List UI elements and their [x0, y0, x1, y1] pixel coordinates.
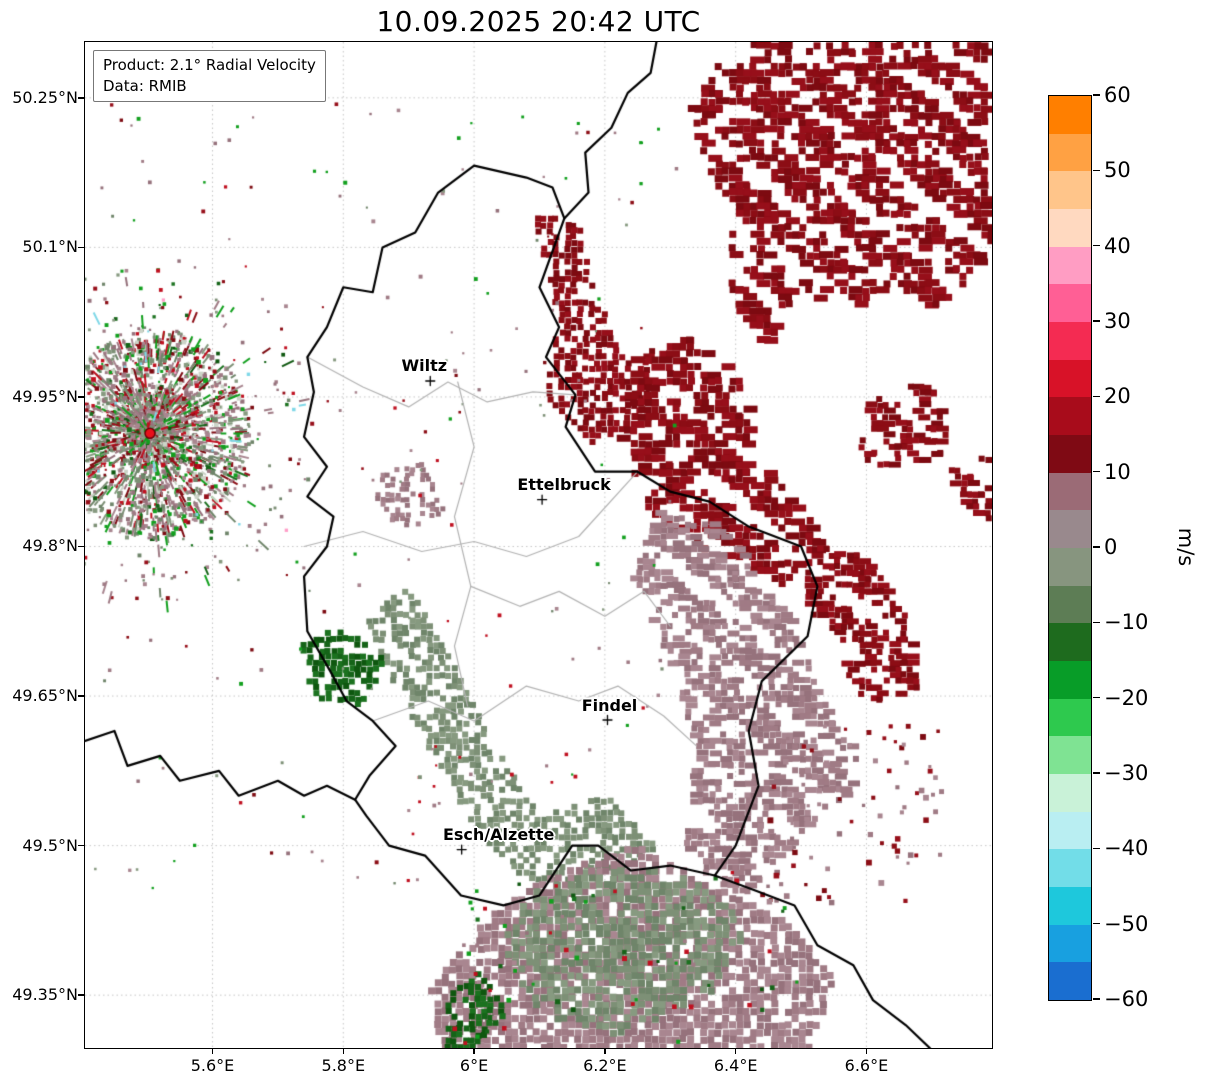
colorbar-tick-label: 10 — [1104, 459, 1131, 484]
colorbar-band — [1049, 322, 1091, 360]
colorbar-band — [1049, 284, 1091, 323]
colorbar-band — [1049, 171, 1091, 210]
colorbar-tick-label: 60 — [1104, 83, 1131, 107]
colorbar-tick-mark — [1093, 94, 1100, 96]
x-tick-label: 6.6°E — [844, 1056, 889, 1075]
colorbar-band — [1049, 435, 1091, 473]
y-tick-label: 49.65°N — [12, 686, 78, 706]
colorbar-unit-label: m/s — [1174, 527, 1198, 567]
colorbar-tick-mark — [1093, 772, 1100, 774]
colorbar-tick-mark — [1093, 922, 1100, 925]
colorbar-tick-label: −50 — [1104, 911, 1149, 936]
y-tick-label: 49.95°N — [12, 386, 78, 406]
radar-map-canvas — [85, 42, 992, 1048]
colorbar-band — [1049, 774, 1091, 812]
colorbar-tick-label: −30 — [1104, 761, 1149, 785]
x-tick-mark — [473, 1048, 475, 1054]
colorbar-tick-mark — [1093, 244, 1100, 247]
x-tick-label: 6°E — [459, 1056, 489, 1075]
y-tick-label: 49.5°N — [22, 835, 78, 855]
y-tick-mark — [78, 396, 84, 398]
colorbar-band — [1049, 246, 1091, 285]
y-tick-mark — [78, 695, 84, 697]
city-label: Wiltz — [401, 355, 448, 375]
y-tick-mark — [78, 844, 84, 847]
colorbar-tick-label: 20 — [1104, 384, 1131, 409]
x-tick-label: 6.2°E — [583, 1056, 627, 1075]
colorbar-band — [1049, 548, 1091, 586]
colorbar-tick-label: 50 — [1104, 158, 1131, 183]
y-tick-mark — [78, 994, 84, 996]
y-tick-mark — [78, 545, 84, 548]
x-tick-label: 5.6°E — [190, 1056, 235, 1075]
colorbar-band — [1049, 661, 1091, 699]
y-tick-label: 50.25°N — [12, 87, 78, 107]
colorbar-tick-label: −60 — [1104, 987, 1149, 1011]
colorbar-tick-mark — [1093, 847, 1100, 850]
colorbar-band — [1049, 962, 1091, 1001]
x-tick-label: 6.4°E — [713, 1056, 758, 1075]
map-plot: Product: 2.1° Radial Velocity Data: RMIB… — [84, 41, 993, 1049]
x-tick-mark — [865, 1048, 868, 1054]
colorbar-band — [1049, 887, 1091, 925]
x-tick-mark — [734, 1048, 737, 1054]
colorbar-band — [1049, 209, 1091, 247]
colorbar-tick-mark — [1093, 696, 1100, 699]
colorbar-tick-label: 0 — [1104, 535, 1118, 559]
y-tick-mark — [78, 246, 84, 249]
y-tick-label: 50.1°N — [22, 237, 78, 257]
y-tick-label: 49.8°N — [22, 536, 78, 556]
colorbar-tick-mark — [1093, 546, 1100, 548]
colorbar-tick-mark — [1093, 395, 1100, 398]
colorbar — [1048, 95, 1092, 1001]
colorbar-band — [1049, 397, 1091, 436]
city-label: Esch/Alzette — [442, 824, 555, 844]
x-tick-mark — [604, 1048, 606, 1054]
colorbar-tick-mark — [1093, 320, 1100, 322]
colorbar-band — [1049, 623, 1091, 662]
figure-title: 10.09.2025 20:42 UTC — [376, 5, 701, 38]
colorbar-band — [1049, 472, 1091, 511]
y-tick-mark — [78, 97, 84, 99]
colorbar-band — [1049, 96, 1091, 134]
colorbar-tick-mark — [1093, 998, 1100, 1000]
colorbar-band — [1049, 510, 1091, 549]
colorbar-tick-label: 30 — [1104, 309, 1131, 333]
x-tick-mark — [342, 1048, 345, 1054]
colorbar-band — [1049, 359, 1091, 398]
x-tick-label: 5.8°E — [321, 1056, 366, 1075]
colorbar-band — [1049, 849, 1091, 888]
colorbar-tick-label: −40 — [1104, 836, 1149, 861]
colorbar-band — [1049, 133, 1091, 172]
colorbar-tick-label: −10 — [1104, 610, 1149, 635]
colorbar-band — [1049, 698, 1091, 737]
x-tick-mark — [211, 1048, 214, 1054]
colorbar-tick-mark — [1093, 621, 1100, 624]
colorbar-tick-label: 40 — [1104, 233, 1131, 258]
city-label: Ettelbruck — [517, 474, 611, 494]
city-label: Findel — [581, 695, 638, 715]
colorbar-band — [1049, 924, 1091, 963]
colorbar-tick-label: −20 — [1104, 685, 1149, 710]
product-annotation-box: Product: 2.1° Radial Velocity Data: RMIB — [93, 50, 326, 102]
colorbar-bands — [1049, 96, 1091, 1001]
colorbar-tick-mark — [1093, 470, 1100, 473]
colorbar-band — [1049, 585, 1091, 624]
colorbar-tick-mark — [1093, 169, 1100, 172]
product-line: Product: 2.1° Radial Velocity — [103, 56, 316, 74]
data-source-line: Data: RMIB — [103, 77, 187, 95]
colorbar-band — [1049, 736, 1091, 775]
y-tick-label: 49.35°N — [12, 985, 78, 1005]
colorbar-band — [1049, 811, 1091, 850]
